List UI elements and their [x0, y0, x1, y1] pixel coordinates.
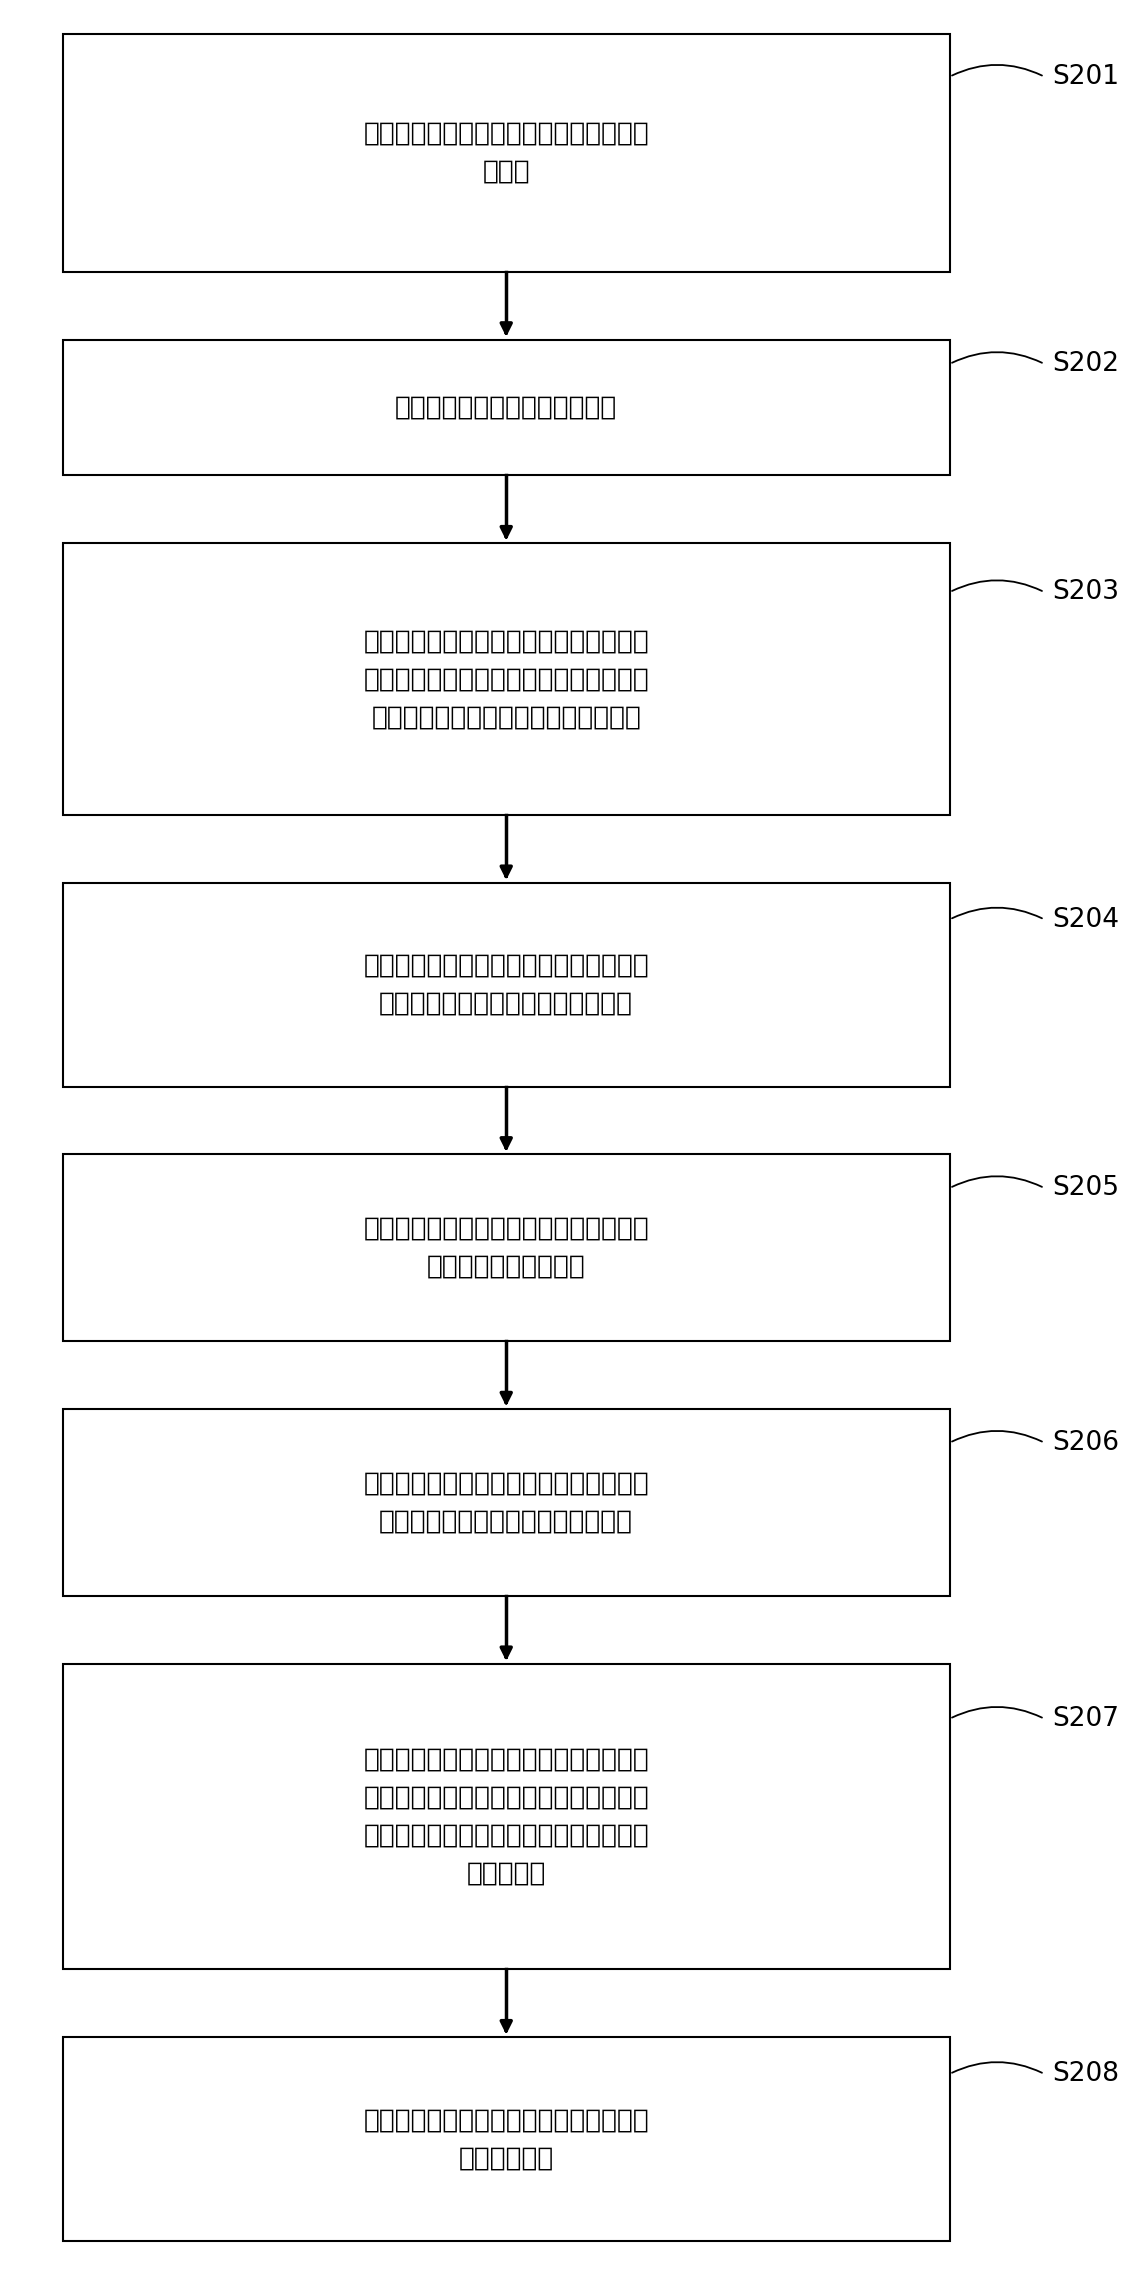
Bar [63, 883, 950, 1087]
Bar [63, 544, 950, 814]
Bar [63, 1408, 950, 1595]
Text: 将原始序列划分为多个时间片段: 将原始序列划分为多个时间片段 [395, 394, 618, 421]
Text: S204: S204 [1052, 905, 1120, 933]
Bar [63, 34, 950, 271]
Text: 根据各个测量时间点的测量数据，生成原
始序列: 根据各个测量时间点的测量数据，生成原 始序列 [364, 121, 649, 184]
Text: 针对每一个时间片段，根据时间片段内测
量时间点的测量数据，采用多种算法进行
扩维计算，得到时间片段的各维度序列: 针对每一个时间片段，根据时间片段内测 量时间点的测量数据，采用多种算法进行 扩维… [364, 628, 649, 730]
Bar [63, 1153, 950, 1342]
Text: 根据属于相同时间片段的各维度序列的符
号子向量，生成时间片段的符号向量: 根据属于相同时间片段的各维度序列的符 号子向量，生成时间片段的符号向量 [364, 1470, 649, 1536]
Text: S206: S206 [1052, 1429, 1120, 1456]
Text: 对每一个维度序列，进行多个维度的特征
提取，得到维度序列的多个维度特征: 对每一个维度序列，进行多个维度的特征 提取，得到维度序列的多个维度特征 [364, 953, 649, 1017]
Text: 根据维度序列的多个维度特征，生成对应
维度序列的符号子向量: 根据维度序列的多个维度特征，生成对应 维度序列的符号子向量 [364, 1215, 649, 1281]
Text: 根据符号子向量之间的相似距离，查询相
似的符号向量: 根据符号子向量之间的相似距离，查询相 似的符号向量 [364, 2107, 649, 2170]
Text: S208: S208 [1052, 2061, 1120, 2086]
Text: 在模体发现过程中，对不同时间片段的符
号向量之间所对应的符号子向量，根据多
个维度对应的权重，计算符号子向量之间
的相似距离: 在模体发现过程中，对不同时间片段的符 号向量之间所对应的符号子向量，根据多 个维… [364, 1747, 649, 1886]
Text: S201: S201 [1052, 64, 1120, 89]
Bar [63, 1663, 950, 1970]
Text: S203: S203 [1052, 580, 1120, 605]
Text: S207: S207 [1052, 1706, 1120, 1731]
Text: S205: S205 [1052, 1176, 1120, 1201]
Text: S202: S202 [1052, 350, 1120, 378]
Bar [63, 2038, 950, 2241]
Bar [63, 339, 950, 475]
